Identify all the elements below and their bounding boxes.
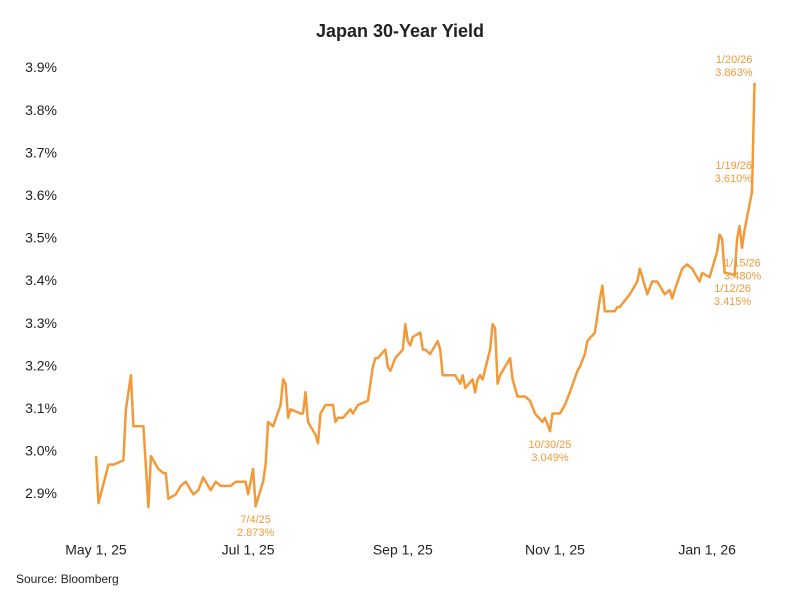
yield-line	[94, 84, 756, 509]
annotation-value: 3.049%	[531, 452, 569, 464]
annotation-date: 1/19/26	[715, 160, 752, 172]
y-tick-label: 3.8%	[25, 102, 57, 118]
annotation-value: 3.415%	[714, 296, 752, 308]
annotation-point	[733, 273, 737, 277]
annotation-date: 1/20/26	[716, 54, 753, 66]
y-tick-label: 3.1%	[25, 400, 57, 416]
y-tick-label: 3.2%	[25, 357, 57, 373]
source-note: Source: Bloomberg	[16, 572, 119, 586]
annotation-date: 1/15/26	[724, 257, 761, 269]
y-tick-label: 3.6%	[25, 187, 57, 203]
y-tick-label: 3.7%	[25, 144, 57, 160]
annotation-point	[753, 82, 757, 86]
annotation-value: 3.863%	[715, 67, 753, 79]
annotation-point	[254, 504, 258, 508]
y-tick-label: 3.4%	[25, 272, 57, 288]
annotation-date: 10/30/25	[529, 439, 572, 451]
x-tick-label: Nov 1, 25	[525, 542, 585, 558]
annotation-point	[750, 190, 754, 194]
x-tick-label: May 1, 25	[65, 542, 127, 558]
y-tick-label: 2.9%	[25, 485, 57, 501]
y-tick-label: 3.0%	[25, 443, 57, 459]
annotation-point	[548, 429, 552, 433]
y-tick-label: 3.3%	[25, 315, 57, 331]
x-tick-label: Jan 1, 26	[678, 542, 736, 558]
x-tick-label: Sep 1, 25	[373, 542, 433, 558]
x-tick-label: Jul 1, 25	[222, 542, 275, 558]
annotation-value: 2.873%	[237, 527, 275, 539]
annotation-date: 7/4/25	[240, 514, 271, 526]
annotation-date: 1/12/26	[714, 283, 751, 295]
annotation-point	[740, 245, 744, 249]
annotation-value: 3.480%	[724, 270, 762, 282]
annotation-value: 3.610%	[715, 173, 753, 185]
y-tick-label: 3.5%	[25, 230, 57, 246]
y-tick-label: 3.9%	[25, 59, 57, 75]
chart-title: Japan 30-Year Yield	[316, 21, 484, 41]
